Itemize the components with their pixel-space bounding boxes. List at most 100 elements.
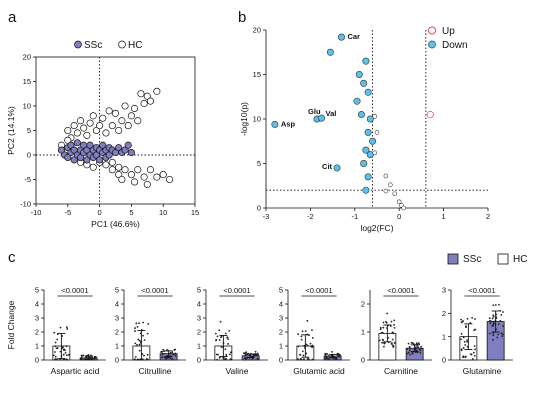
bar-data-point [382,339,385,342]
bar-data-point [80,356,83,359]
bar-data-point [488,332,491,335]
bar-y-tick-label: 5 [35,286,39,295]
bar-data-point [409,349,411,352]
bar-data-point [301,350,304,353]
bar-y-tick-label: 5 [115,286,119,295]
bar-data-point [406,348,409,350]
bar-data-point [460,318,463,321]
bar-subplot-glutamic-acid: 0 1 2 3 4 5 <0.0001 Glutamic acid [279,286,350,376]
bar-data-point [381,341,384,344]
bar-data-point [229,351,232,354]
bar-data-point [311,358,314,361]
bar-data-point [393,326,396,329]
bar-data-point [461,320,463,323]
bar-data-point [219,320,222,323]
bar-subplot-carnitine: 0 1 2 <0.0001 Carnitine [361,286,432,376]
bar-data-point [469,322,472,324]
pca-x-tick-label: 10 [159,208,167,217]
bar-category-label: Aspartic acid [51,366,100,376]
volcano-point-down [271,120,279,128]
bar-data-point [92,357,94,360]
significance-p-value: <0.0001 [61,286,88,295]
volcano-point-ns [383,173,389,179]
volcano-point-ns [396,199,402,205]
pca-point-hc [140,173,148,181]
legend-label-up: Up [442,26,455,37]
pca-point-hc [134,166,142,174]
bar-data-point [65,345,68,348]
volcano-point-down [362,186,370,194]
bar-data-point [336,353,339,356]
volcano-x-tick-label: -1 [351,212,358,221]
bar-data-point [392,346,395,348]
pca-point-hc [83,131,91,139]
legend-swatch-hc [497,253,509,265]
bar-data-point [65,354,68,357]
bar-data-point [326,357,329,360]
bar-data-point [136,325,139,328]
pca-point-hc [153,87,161,95]
bar-data-point [492,324,494,326]
bar-data-point [93,356,96,359]
volcano-x-tick-label: -3 [263,212,270,221]
pca-point-hc [89,112,97,120]
bar-data-point [143,339,146,342]
volcano-point-down [364,128,372,136]
bar-data-point [171,358,174,360]
bar-data-point [146,353,149,356]
bar-category-label: Glutamic acid [293,366,345,376]
bar-data-point [387,337,390,339]
bar-data-point [474,348,476,351]
pca-point-hc [70,122,78,130]
bar-data-point [382,321,385,324]
bar-data-point [248,354,251,357]
bar-data-point [215,338,218,341]
volcano-x-tick-label: -2 [307,212,314,221]
bar-data-point [64,349,66,352]
bar-data-point [496,336,499,339]
volcano-point-ns [372,150,378,156]
bar-data-point [169,357,172,360]
bar-data-point [222,356,225,359]
bar-data-point [300,338,303,341]
pca-y-tick-label: 10 [23,102,31,111]
pca-point-hc [153,173,161,181]
bar-data-point [419,349,422,352]
volcano-point-ns [372,114,378,119]
pca-x-tick-label: 15 [191,208,199,217]
bar-data-point [136,344,138,346]
bar-data-point [393,319,396,322]
bar-data-point [462,335,465,338]
pca-point-hc [166,175,174,184]
bar-data-point [492,315,495,318]
bar-data-point [383,342,386,345]
bar-data-point [297,345,300,348]
pca-point-ssc [86,141,94,149]
pca-point-hc [96,122,104,130]
bar-data-point [327,354,330,357]
significance-p-value: <0.0001 [387,286,414,295]
bar-data-point [300,335,303,338]
bar-data-point [378,339,381,342]
bar-y-tick-label: 0 [197,356,201,365]
bar-data-point [460,332,463,335]
bar-data-point [256,352,259,355]
volcano-point-down [360,160,368,168]
volcano-x-tick-label: 0 [397,212,401,221]
volcano-point-down [326,48,334,56]
volcano-annotation-car: Car [347,32,360,41]
bar-data-point [390,342,393,345]
pca-point-hc [143,180,151,188]
bar-data-point [134,327,136,329]
legend-swatch-ssc [447,253,459,265]
bar-data-point [300,358,303,361]
bar-data-point [502,311,504,313]
bar-data-point [306,344,309,347]
volcano-point-down [364,88,372,96]
pca-point-hc [118,117,126,125]
bar-y-tick-label: 4 [197,300,201,309]
bar-y-tick-label: 3 [35,314,39,323]
bar-data-point [502,325,505,327]
bar-data-point [59,350,62,353]
volcano-point-ns [383,188,389,194]
